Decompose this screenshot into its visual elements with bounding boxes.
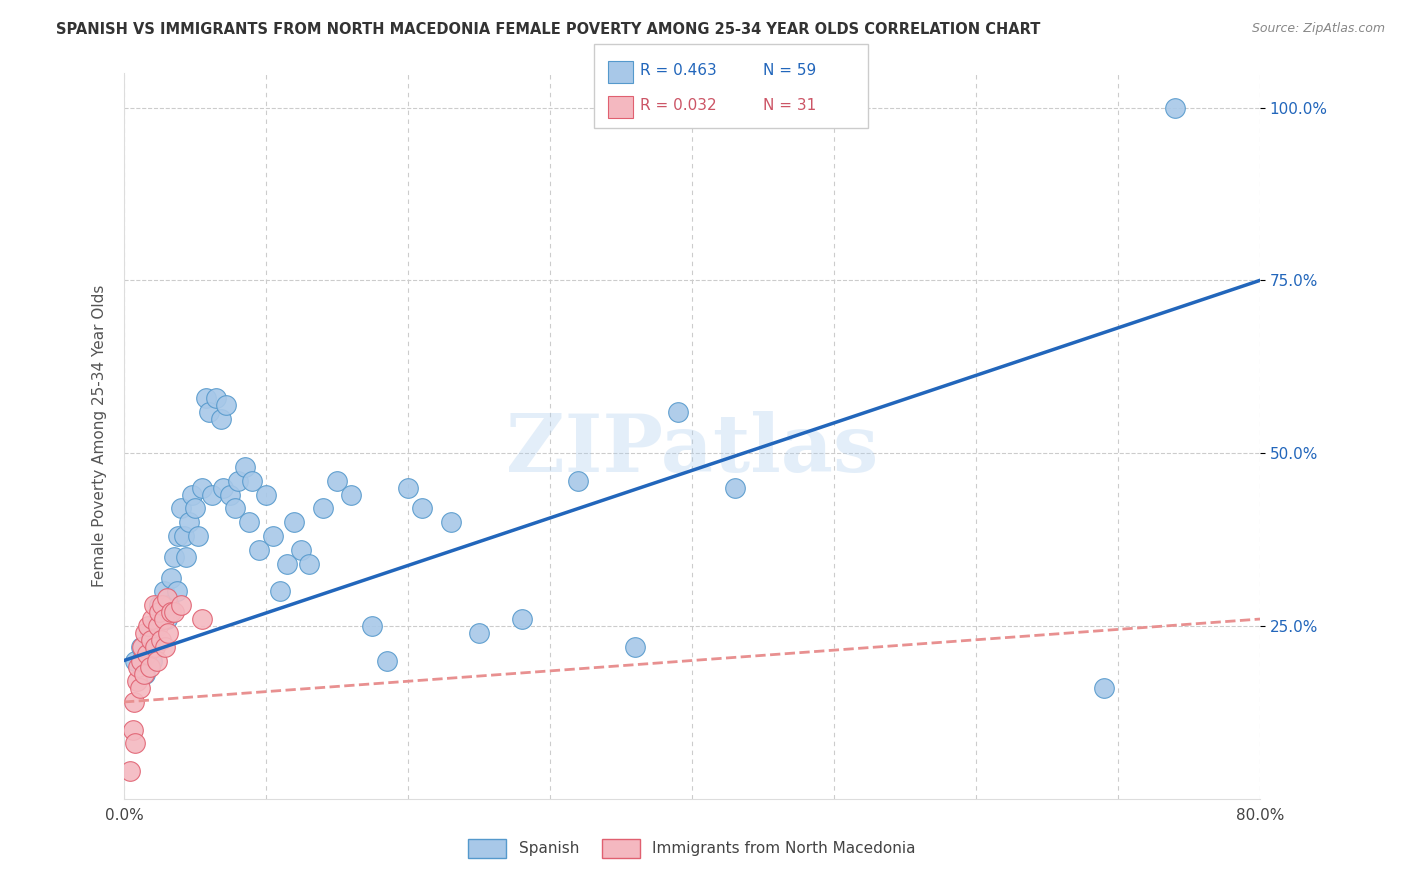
Point	[195, 391, 218, 405]
Point	[143, 640, 166, 654]
Point	[439, 516, 461, 530]
Point	[224, 501, 246, 516]
Point	[149, 632, 172, 647]
Point	[191, 481, 214, 495]
Point	[160, 605, 183, 619]
Point	[340, 488, 363, 502]
Text: N = 31: N = 31	[763, 98, 815, 112]
Point	[153, 640, 176, 654]
Point	[179, 516, 201, 530]
Point	[152, 612, 174, 626]
Point	[157, 625, 180, 640]
Point	[148, 605, 170, 619]
Point	[233, 460, 256, 475]
Point	[125, 674, 148, 689]
Point	[1164, 101, 1187, 115]
Point	[127, 660, 149, 674]
Point	[128, 681, 150, 695]
Point	[122, 695, 145, 709]
Y-axis label: Female Poverty Among 25-34 Year Olds: Female Poverty Among 25-34 Year Olds	[93, 285, 107, 587]
Point	[118, 764, 141, 778]
Point	[136, 619, 159, 633]
Point	[132, 667, 155, 681]
Point	[134, 667, 156, 681]
Point	[148, 598, 170, 612]
Point	[159, 598, 181, 612]
Point	[121, 723, 143, 737]
Point	[152, 584, 174, 599]
Point	[723, 481, 745, 495]
Point	[155, 612, 177, 626]
Point	[163, 605, 186, 619]
Point	[155, 591, 177, 606]
Point	[219, 488, 242, 502]
Point	[129, 653, 152, 667]
Point	[1092, 681, 1115, 695]
Point	[201, 488, 224, 502]
Point	[510, 612, 533, 626]
Legend: Spanish, Immigrants from North Macedonia: Spanish, Immigrants from North Macedonia	[463, 833, 922, 863]
Point	[129, 640, 152, 654]
Point	[375, 653, 398, 667]
Point	[297, 557, 319, 571]
Point	[163, 549, 186, 564]
Point	[167, 529, 190, 543]
Point	[624, 640, 647, 654]
Point	[666, 405, 689, 419]
Text: R = 0.463: R = 0.463	[641, 63, 717, 78]
Point	[361, 619, 384, 633]
Point	[269, 584, 291, 599]
Point	[290, 543, 312, 558]
Text: Source: ZipAtlas.com: Source: ZipAtlas.com	[1251, 22, 1385, 36]
Point	[150, 598, 173, 612]
Point	[176, 549, 198, 564]
Text: R = 0.032: R = 0.032	[641, 98, 717, 112]
Point	[139, 632, 162, 647]
Point	[143, 619, 166, 633]
Point	[131, 640, 153, 654]
Point	[276, 557, 298, 571]
Point	[170, 598, 193, 612]
Point	[226, 474, 249, 488]
Point	[567, 474, 589, 488]
Text: SPANISH VS IMMIGRANTS FROM NORTH MACEDONIA FEMALE POVERTY AMONG 25-34 YEAR OLDS : SPANISH VS IMMIGRANTS FROM NORTH MACEDON…	[56, 22, 1040, 37]
Point	[181, 488, 204, 502]
Point	[141, 653, 163, 667]
Point	[138, 660, 160, 674]
Point	[142, 598, 165, 612]
Point	[312, 501, 335, 516]
Point	[124, 653, 146, 667]
Point	[141, 612, 163, 626]
Text: ZIPatlas: ZIPatlas	[506, 411, 879, 490]
Point	[138, 625, 160, 640]
Point	[173, 529, 195, 543]
Point	[205, 391, 228, 405]
Point	[135, 647, 157, 661]
Point	[198, 405, 221, 419]
Point	[184, 501, 207, 516]
Point	[247, 543, 270, 558]
Point	[283, 516, 305, 530]
Point	[262, 529, 284, 543]
Point	[209, 411, 232, 425]
Point	[215, 398, 238, 412]
Point	[396, 481, 419, 495]
Point	[146, 619, 169, 633]
Point	[411, 501, 433, 516]
Point	[240, 474, 263, 488]
Point	[238, 516, 260, 530]
Point	[170, 501, 193, 516]
Point	[145, 653, 167, 667]
Point	[134, 625, 156, 640]
Point	[191, 612, 214, 626]
Point	[166, 584, 188, 599]
Point	[468, 625, 491, 640]
Point	[254, 488, 277, 502]
Point	[187, 529, 209, 543]
Point	[212, 481, 235, 495]
Point	[326, 474, 349, 488]
Point	[160, 570, 183, 584]
Text: N = 59: N = 59	[763, 63, 815, 78]
Point	[124, 736, 146, 750]
